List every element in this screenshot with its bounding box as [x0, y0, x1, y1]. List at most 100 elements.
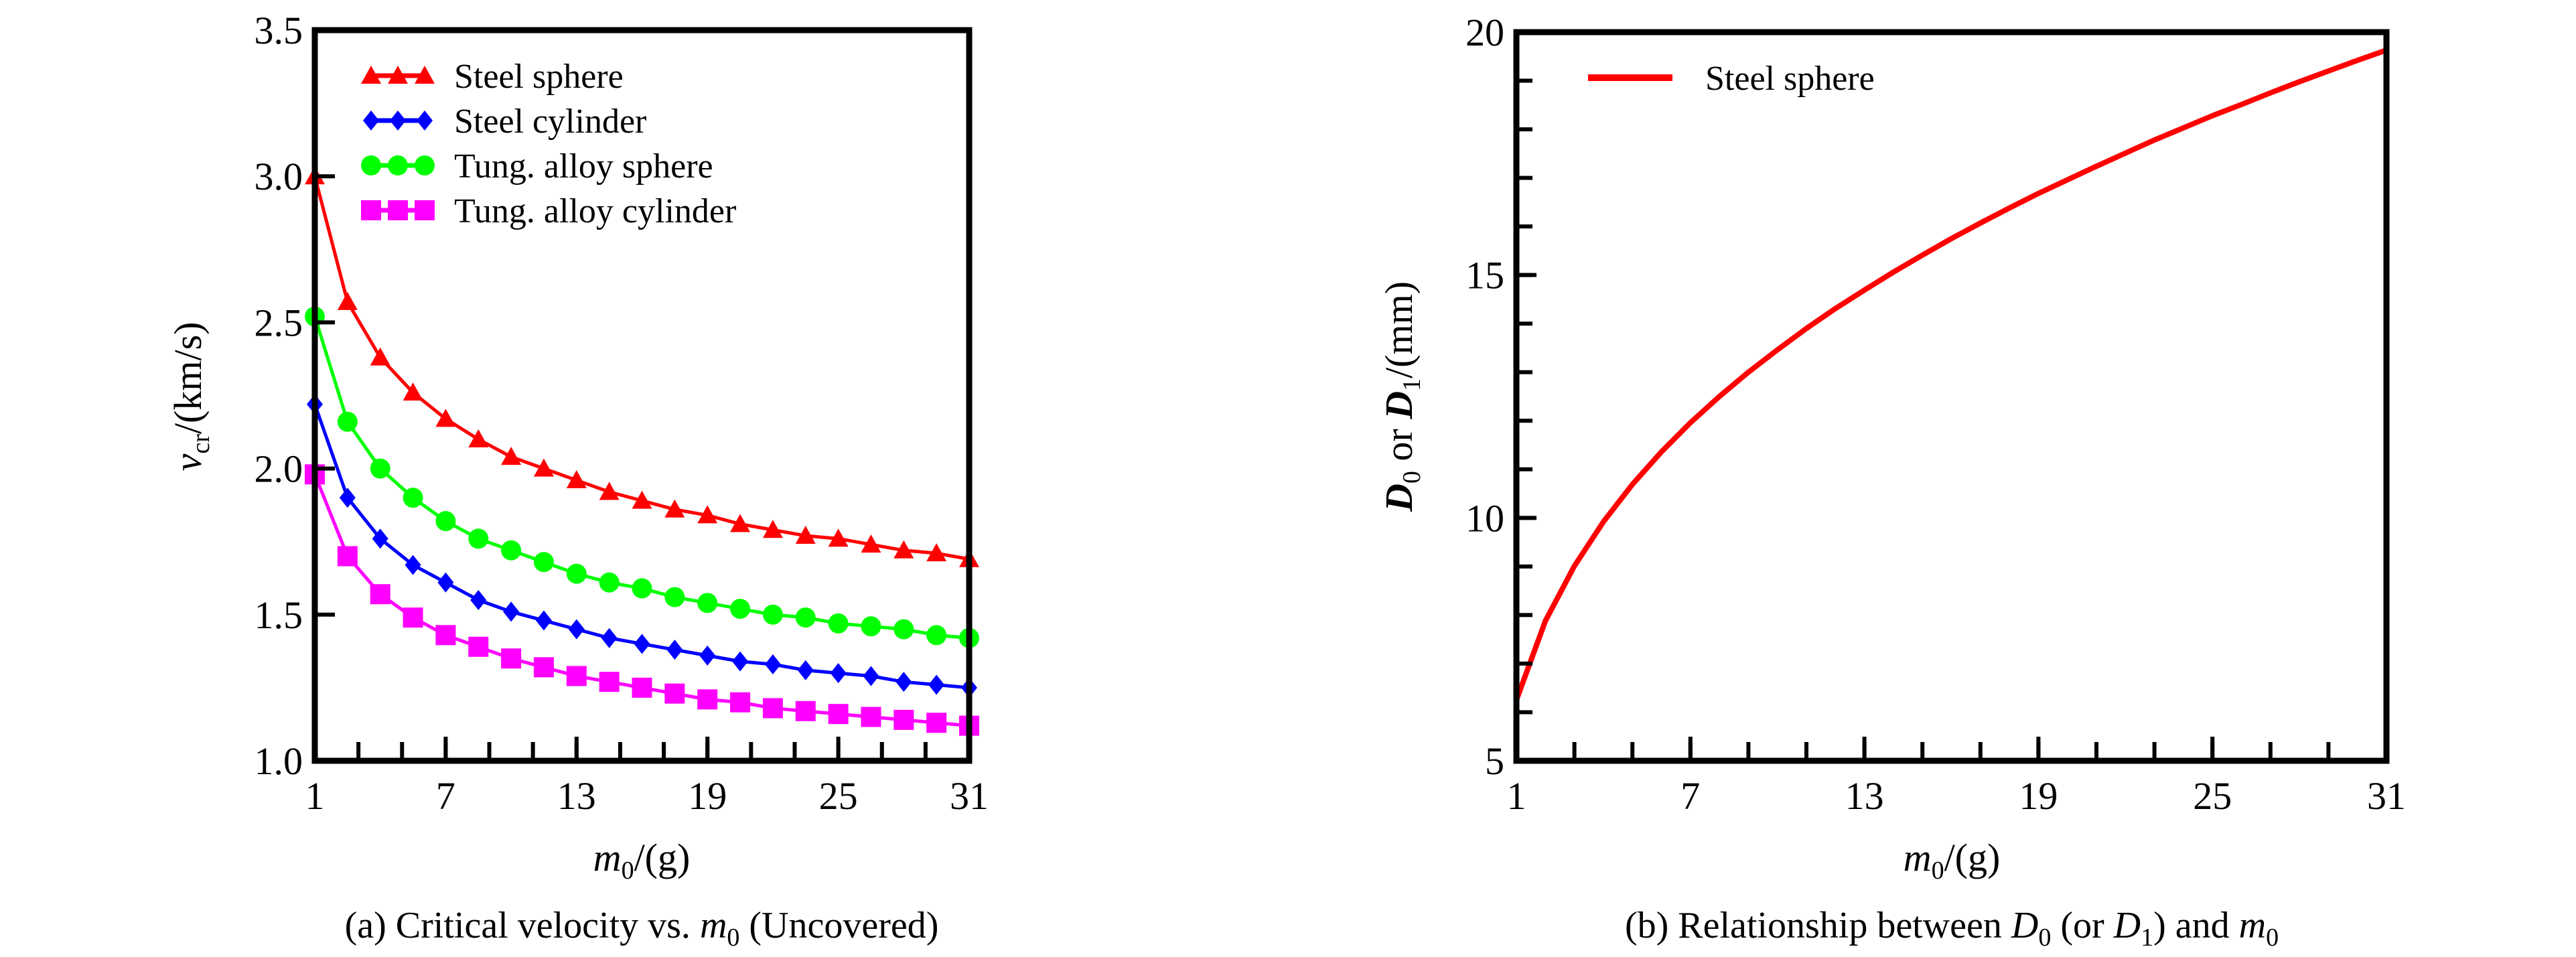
data-point [470, 589, 487, 610]
data-point [762, 604, 783, 625]
series-line-0 [1514, 48, 2388, 701]
x-tick-label: 1 [305, 774, 325, 818]
x-tick-label: 13 [1845, 774, 1884, 818]
data-point [437, 572, 454, 593]
chart-b-legend: Steel sphere [1588, 60, 1875, 98]
data-point [405, 555, 421, 575]
data-point [535, 610, 552, 631]
data-point [762, 520, 783, 538]
data-point [566, 563, 587, 584]
x-tick-label: 13 [557, 774, 596, 818]
data-point [403, 607, 423, 628]
y-tick-label: 1.0 [255, 739, 303, 783]
data-point [503, 601, 520, 622]
legend-marker [388, 155, 408, 175]
legend-marker [388, 200, 408, 220]
data-point [370, 347, 390, 366]
data-point [828, 528, 849, 547]
y-tick-label: 1.5 [255, 593, 303, 637]
data-point [795, 607, 816, 628]
x-tick-label: 25 [2193, 774, 2232, 818]
data-point [730, 599, 751, 619]
data-point [337, 291, 358, 310]
chart-a-axes: 1 7 13 19 25 31 1.0 1.5 2.0 2.5 3.0 3.5 [255, 9, 989, 818]
chart-b-y-axis-label: D0 or D1/(mm) [1377, 281, 1426, 512]
legend-label: Tung. alloy cylinder [454, 192, 736, 230]
data-point [599, 482, 620, 500]
data-point [599, 672, 620, 692]
legend-marker [388, 66, 408, 84]
data-point [435, 511, 456, 532]
data-point [861, 534, 881, 553]
data-point [337, 546, 358, 567]
legend-marker [415, 155, 435, 175]
data-point [863, 666, 879, 686]
data-point [926, 543, 947, 562]
data-point [828, 613, 849, 634]
legend-marker [390, 111, 406, 131]
data-point [666, 640, 683, 660]
data-point [828, 704, 849, 725]
data-point [797, 660, 814, 680]
data-point [664, 587, 685, 607]
data-point [566, 666, 587, 686]
legend-marker [415, 200, 435, 220]
y-tick-label: 2.0 [255, 447, 303, 491]
chart-b-x-axis-label: m0/(g) [1904, 836, 2001, 885]
chart-a-caption: (a) Critical velocity vs. m0 (Uncovered) [345, 905, 939, 952]
y-tick-label: 3.0 [255, 155, 303, 198]
y-tick-label: 15 [1465, 254, 1504, 297]
data-point [634, 634, 650, 654]
data-point [632, 490, 652, 509]
data-point [599, 572, 620, 593]
data-point [501, 447, 522, 465]
chart-a-x-axis-label: m0/(g) [593, 836, 691, 885]
data-point [435, 409, 456, 427]
legend-marker [415, 66, 435, 84]
legend-marker [361, 200, 381, 220]
x-tick-label: 1 [1507, 774, 1526, 818]
legend-label: Steel sphere [1705, 60, 1875, 98]
data-point [403, 382, 423, 401]
data-point [896, 672, 912, 692]
data-point [566, 470, 587, 489]
data-point [501, 648, 522, 669]
chart-a-y-axis-label: vcr/(km/s) [166, 322, 215, 471]
legend-marker [363, 111, 379, 131]
legend-label: Steel cylinder [454, 102, 646, 141]
data-point [435, 625, 456, 646]
data-point [830, 663, 847, 684]
chart-a: 1 7 13 19 25 31 1.0 1.5 2.0 2.5 3.0 3.5 Steel spher… [166, 9, 989, 952]
y-tick-label: 20 [1465, 11, 1504, 54]
y-tick-label: 2.5 [255, 301, 303, 344]
data-point [568, 619, 585, 640]
data-point [795, 525, 816, 544]
data-point [795, 701, 816, 721]
y-tick-label: 5 [1485, 739, 1504, 783]
data-point [926, 625, 947, 646]
data-point [861, 616, 881, 637]
data-point [501, 540, 522, 561]
data-point [928, 674, 945, 695]
data-point [372, 528, 388, 549]
plot-frame [311, 27, 973, 764]
data-point [697, 593, 718, 613]
data-point [533, 458, 554, 477]
data-point [893, 540, 914, 559]
data-point [339, 488, 356, 508]
x-tick-label: 19 [688, 774, 727, 818]
data-point [699, 645, 716, 666]
data-point [762, 698, 783, 719]
x-tick-label: 25 [819, 774, 858, 818]
legend-label: Steel sphere [454, 58, 624, 96]
x-tick-label: 19 [2019, 774, 2058, 818]
data-point [632, 578, 652, 599]
x-tick-label: 7 [1680, 774, 1700, 818]
data-point [697, 689, 718, 710]
data-point [337, 411, 358, 432]
data-point [468, 429, 489, 447]
data-point [893, 709, 914, 730]
chart-b: 1 7 13 19 25 31 5 10 15 20 Steel sphere D0 or D1/… [1377, 11, 2406, 952]
y-tick-label: 10 [1465, 496, 1504, 540]
